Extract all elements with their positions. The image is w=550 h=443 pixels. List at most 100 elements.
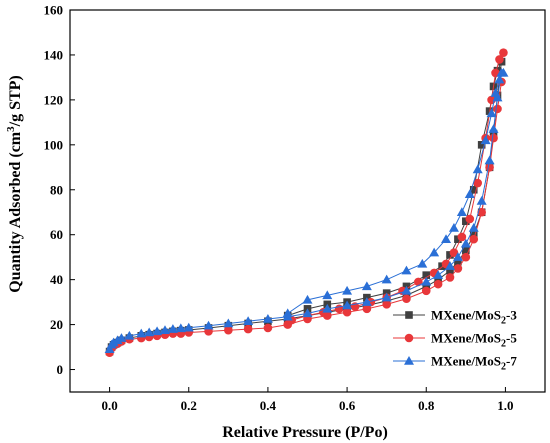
data-point <box>476 196 487 205</box>
data-point <box>144 327 155 337</box>
data-point <box>492 92 503 102</box>
data-point <box>342 285 353 295</box>
data-point <box>490 88 501 97</box>
data-point <box>494 74 505 84</box>
series-line-desorption <box>287 61 502 317</box>
data-point <box>167 324 178 333</box>
x-tick-label: 1.0 <box>497 398 513 413</box>
y-axis-title-pre: Quantity Adsorbed (cm <box>7 131 24 293</box>
data-point <box>452 252 463 261</box>
data-point <box>152 326 163 336</box>
data-point <box>460 238 471 248</box>
data-point <box>448 222 459 232</box>
data-point <box>462 246 470 255</box>
data-point <box>104 344 115 354</box>
data-point <box>445 273 455 282</box>
x-tick-label: 0.8 <box>418 398 435 413</box>
data-point <box>461 252 471 262</box>
legend-label: MXene/MoS2-7 <box>431 354 517 373</box>
data-point <box>243 324 253 334</box>
data-point <box>414 277 423 287</box>
data-point <box>381 274 392 284</box>
data-point <box>421 276 432 286</box>
data-point <box>480 135 491 145</box>
data-point <box>499 48 508 57</box>
data-point <box>489 129 498 138</box>
legend-label: MXene/MoS2-5 <box>431 331 517 350</box>
data-point <box>441 234 452 243</box>
legend-marker <box>404 356 414 365</box>
data-point <box>473 178 483 188</box>
data-point <box>469 234 479 244</box>
data-point <box>446 251 454 259</box>
data-point <box>160 325 170 334</box>
data-point <box>438 262 446 270</box>
data-point <box>362 304 372 314</box>
legend-label: MXene/MoS2-3 <box>431 308 517 327</box>
plot-area <box>104 48 509 357</box>
data-point <box>454 235 462 243</box>
axes <box>69 9 546 393</box>
data-point <box>433 270 444 279</box>
data-point <box>243 316 254 325</box>
data-point <box>486 108 497 118</box>
data-point <box>445 261 455 270</box>
x-tick-label: 0.6 <box>339 398 356 413</box>
y-tick-label: 140 <box>44 47 64 62</box>
data-point <box>322 290 333 300</box>
y-tick-label: 20 <box>50 317 63 332</box>
data-point <box>263 323 273 333</box>
data-point <box>453 264 463 273</box>
data-point <box>224 325 233 335</box>
data-point <box>381 292 392 302</box>
data-point <box>203 320 214 330</box>
y-axis-title-post: /g STP) <box>7 75 24 127</box>
data-point <box>457 232 467 242</box>
y-tick-label: 120 <box>44 92 64 107</box>
data-point <box>116 333 127 342</box>
data-point <box>469 185 478 194</box>
legend-marker <box>405 311 413 319</box>
data-point <box>422 271 431 279</box>
data-point <box>472 164 483 174</box>
legend-item: MXene/MoS2-7 <box>393 354 517 373</box>
legend-item: MXene/MoS2-3 <box>393 308 517 327</box>
data-point <box>498 67 509 77</box>
x-tick-label: 0.4 <box>260 398 277 413</box>
legend: MXene/MoS2-3 MXene/MoS2-5 MXene/MoS2-7 <box>393 308 517 373</box>
data-point <box>488 124 499 133</box>
legend-item: MXene/MoS2-5 <box>393 331 517 350</box>
data-point <box>401 265 412 275</box>
data-point <box>136 328 147 338</box>
series-3 <box>104 67 509 354</box>
data-point <box>477 141 486 149</box>
y-tick-label: 80 <box>50 182 63 197</box>
y-axis-title-sup: 3 <box>5 126 17 132</box>
data-point <box>446 266 454 275</box>
plot-frame <box>69 9 546 393</box>
data-point <box>342 300 353 310</box>
data-point <box>469 230 478 239</box>
data-point <box>468 222 479 232</box>
data-point <box>454 257 462 266</box>
data-point <box>262 313 273 323</box>
data-point <box>465 214 475 224</box>
y-axis-title: Quantity Adsorbed (cm3/g STP) <box>5 75 24 293</box>
data-point <box>449 248 459 257</box>
data-point <box>422 282 431 291</box>
data-point <box>421 286 431 296</box>
legend-marker <box>404 333 414 343</box>
data-point <box>112 335 123 345</box>
data-point <box>433 279 443 289</box>
data-point <box>493 104 502 114</box>
data-point <box>417 258 428 268</box>
data-point <box>108 337 119 347</box>
data-point <box>282 308 293 318</box>
data-point <box>183 322 194 332</box>
data-point <box>402 294 411 304</box>
tick-labels: 0.0 0.2 0.4 0.6 0.8 1.0 0 20 40 60 80 100 120 140 160 <box>44 3 514 414</box>
data-point <box>462 217 470 226</box>
data-point <box>175 323 186 333</box>
data-point <box>342 307 352 317</box>
